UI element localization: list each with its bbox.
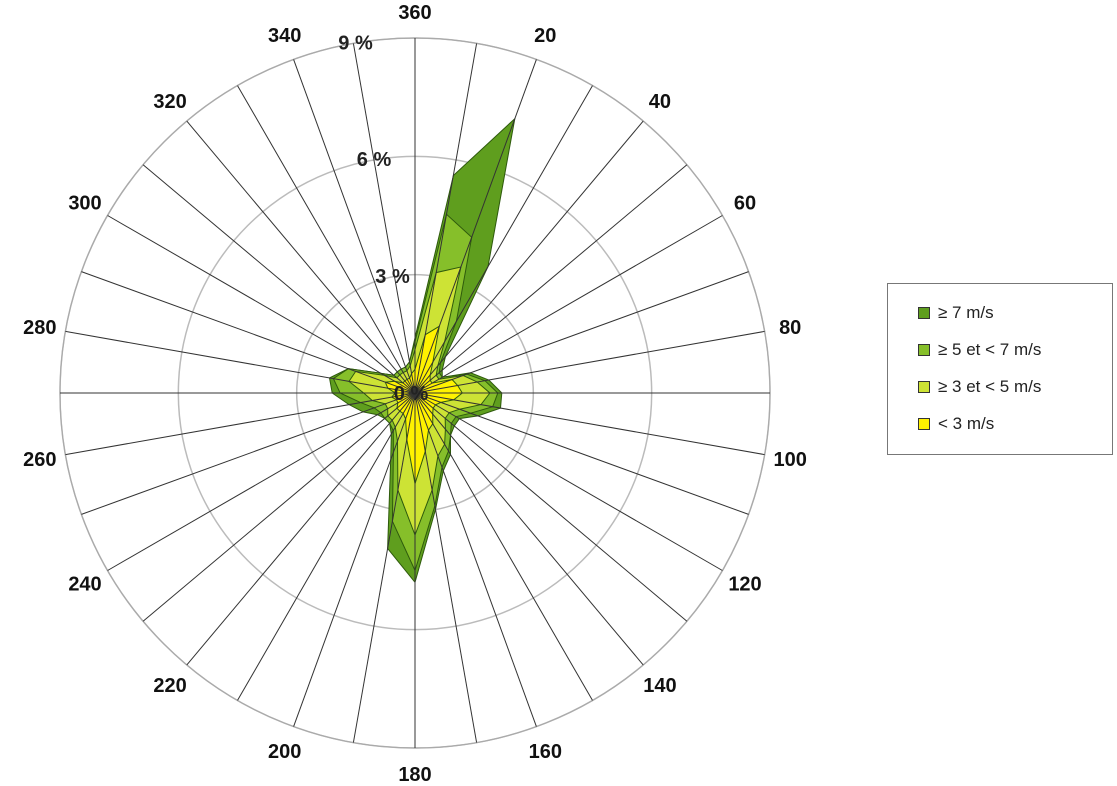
direction-tick-label: 280 [23, 317, 56, 339]
spoke-line [414, 164, 688, 394]
spoke-line [186, 120, 416, 394]
direction-tick-label: 40 [649, 91, 671, 113]
direction-tick-label: 180 [398, 764, 431, 786]
spoke-line [293, 59, 416, 394]
spoke-line [414, 392, 644, 666]
legend-swatch [918, 343, 930, 356]
radial-tick-label: 9 % [338, 32, 373, 54]
legend-item: ≥ 7 m/s [918, 294, 1112, 331]
direction-tick-label: 80 [779, 317, 801, 339]
direction-tick-label: 340 [268, 25, 301, 47]
legend-label: < 3 m/s [938, 413, 995, 433]
direction-tick-label: 260 [23, 449, 56, 471]
spoke-line [414, 85, 593, 394]
spoke-line [107, 392, 416, 571]
direction-tick-label: 60 [734, 193, 756, 215]
legend-swatch [918, 380, 930, 393]
spoke-line [293, 392, 416, 727]
spoke-line [81, 392, 416, 515]
direction-tick-label: 160 [529, 741, 562, 763]
legend-item: < 3 m/s [918, 405, 1112, 442]
spoke-line [414, 392, 478, 743]
legend-swatch [918, 306, 930, 319]
spoke-line [142, 392, 416, 622]
spoke-line [81, 271, 416, 394]
chart-legend: ≥ 7 m/s ≥ 5 et < 7 m/s ≥ 3 et < 5 m/s < … [887, 283, 1113, 455]
spoke-line [414, 59, 537, 394]
spoke-line [65, 392, 416, 456]
spoke-line [414, 392, 723, 571]
direction-tick-label: 300 [68, 193, 101, 215]
legend-item: ≥ 3 et < 5 m/s [918, 368, 1112, 405]
spoke-line [414, 43, 478, 394]
spoke-line [414, 215, 723, 394]
legend-label: ≥ 3 et < 5 m/s [938, 376, 1042, 396]
spoke-line [414, 392, 593, 701]
radial-tick-label: 6 % [357, 149, 392, 171]
direction-tick-label: 240 [68, 574, 101, 596]
spoke-line [352, 43, 416, 394]
spoke-line [414, 392, 749, 515]
spoke-line [414, 120, 644, 394]
spoke-line [414, 330, 765, 394]
direction-tick-label: 20 [534, 25, 556, 47]
spoke-layer [60, 38, 770, 748]
spoke-line [142, 164, 416, 394]
spoke-line [65, 330, 416, 394]
direction-tick-label: 220 [153, 675, 186, 697]
direction-tick-label: 100 [774, 449, 807, 471]
spoke-line [414, 392, 537, 727]
spoke-line [186, 392, 416, 666]
spoke-line [352, 392, 416, 743]
spoke-line [414, 392, 688, 622]
spoke-line [237, 85, 416, 394]
direction-tick-label: 320 [153, 91, 186, 113]
legend-label: ≥ 5 et < 7 m/s [938, 339, 1042, 359]
direction-tick-label: 140 [643, 675, 676, 697]
label-layer: 360 20 40 60 80 100 120 140 160 180 200 220 240 260 28… [23, 2, 807, 786]
legend-item: ≥ 5 et < 7 m/s [918, 331, 1112, 368]
legend-swatch [918, 417, 930, 430]
spoke-line [414, 271, 749, 394]
spoke-line [237, 392, 416, 701]
spoke-line [107, 215, 416, 394]
direction-tick-label: 200 [268, 741, 301, 763]
legend-label: ≥ 7 m/s [938, 302, 994, 322]
spoke-line [414, 392, 765, 456]
radial-tick-label: 0 % [394, 383, 429, 405]
direction-tick-label: 360 [398, 2, 431, 24]
direction-tick-label: 120 [728, 574, 761, 596]
radial-tick-label: 3 % [375, 266, 410, 288]
